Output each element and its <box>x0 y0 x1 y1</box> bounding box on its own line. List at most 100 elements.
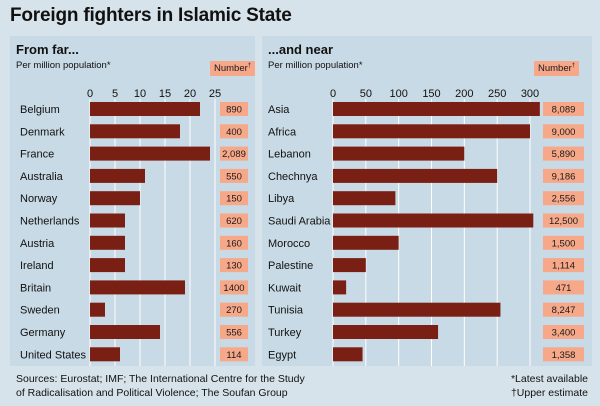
left-bar <box>90 146 210 161</box>
right-number-value: 12,500 <box>549 216 578 227</box>
left-tick-label: 15 <box>159 88 171 100</box>
left-number-value: 1400 <box>223 283 244 294</box>
right-category-label: Morocco <box>268 238 310 250</box>
right-number-badge <box>543 213 584 228</box>
left-number-header: Number† <box>210 61 256 77</box>
left-number-badge <box>220 146 248 161</box>
left-number-badge <box>220 213 248 228</box>
right-number-value: 8,089 <box>552 105 576 116</box>
left-number-value: 114 <box>226 350 241 361</box>
right-tick-label: 150 <box>422 88 440 100</box>
right-number-value: 471 <box>556 283 572 294</box>
right-category-label: Turkey <box>268 327 302 339</box>
left-category-label: United States <box>20 349 87 361</box>
right-number-value: 1,114 <box>552 261 575 272</box>
left-number-value: 620 <box>226 216 242 227</box>
right-bar <box>333 102 540 116</box>
right-category-label: Chechnya <box>268 171 318 183</box>
right-tick-label: 250 <box>488 88 506 100</box>
right-tick-label: 100 <box>389 88 407 100</box>
right-number-value: 2,556 <box>552 194 576 205</box>
right-bar <box>333 191 396 206</box>
right-number-value: 1,358 <box>552 350 576 361</box>
right-bar <box>333 235 399 250</box>
right-bar <box>333 325 439 339</box>
right-number-badge <box>543 258 584 273</box>
right-number-mark: † <box>571 63 576 69</box>
right-number-badge <box>543 235 584 250</box>
left-bar <box>90 235 125 250</box>
left-bar <box>90 325 160 339</box>
right-category-label: Lebanon <box>268 149 311 161</box>
left-tick-label: 0 <box>87 88 93 100</box>
right-tick-label: 0 <box>330 88 336 100</box>
right-panel-subtitle: Per million population* <box>268 60 363 71</box>
left-category-label: Netherlands <box>20 216 80 228</box>
left-bar <box>90 191 140 206</box>
right-bar <box>333 168 498 183</box>
left-tick-label: 10 <box>134 88 146 100</box>
right-number-value: 3,400 <box>552 328 576 339</box>
right-number-value: 9,000 <box>552 127 576 138</box>
left-panel-subtitle: Per million population* <box>16 60 111 71</box>
right-number-badge <box>543 102 584 116</box>
footnotes: *Latest available †Upper estimate <box>511 372 588 400</box>
left-number-value: 160 <box>226 238 242 249</box>
left-bar <box>90 302 105 317</box>
left-number-badge <box>220 102 248 116</box>
right-number-badge <box>543 280 584 295</box>
right-category-label: Africa <box>268 126 297 138</box>
right-number-header: Number† <box>534 61 580 77</box>
left-number-value: 550 <box>226 171 242 182</box>
left-category-label: Norway <box>20 193 58 205</box>
right-number-badge <box>543 146 584 161</box>
source-note: Sources: Eurostat; IMF; The Internationa… <box>16 372 305 400</box>
left-bar <box>90 347 120 362</box>
right-bar <box>333 347 363 362</box>
left-bar <box>90 168 145 183</box>
right-tick-label: 200 <box>455 88 473 100</box>
left-number-value: 130 <box>226 261 242 272</box>
left-number-value: 270 <box>226 305 242 316</box>
left-number-badge <box>220 347 248 362</box>
right-category-label: Kuwait <box>268 282 301 294</box>
right-number-badge <box>543 191 584 206</box>
right-bar <box>333 213 534 228</box>
right-category-label: Libya <box>268 193 295 205</box>
right-category-label: Tunisia <box>268 305 304 317</box>
right-category-label: Asia <box>268 104 290 116</box>
left-category-label: Austria <box>20 238 55 250</box>
left-number-badge <box>220 258 248 273</box>
left-category-label: Germany <box>20 327 66 339</box>
left-tick-label: 5 <box>112 88 118 100</box>
left-number-value: 556 <box>226 328 242 339</box>
right-number-value: 5,890 <box>552 149 576 160</box>
footnote-latest: *Latest available <box>510 373 588 385</box>
left-number-badge <box>220 124 248 139</box>
right-number-value: 8,247 <box>552 305 576 316</box>
right-number-value: 9,186 <box>552 171 576 182</box>
right-bar <box>333 258 366 273</box>
left-number-badge <box>220 325 248 339</box>
left-category-label: Sweden <box>20 305 60 317</box>
left-category-label: Britain <box>20 282 51 294</box>
left-bar <box>90 124 180 139</box>
chart-title: Foreign fighters in Islamic State <box>10 5 292 26</box>
right-number-label: Number <box>538 63 572 75</box>
left-category-label: Belgium <box>20 104 60 116</box>
source-line-2: of Radicalisation and Political Violence… <box>16 387 288 399</box>
left-number-value: 890 <box>226 105 242 116</box>
left-number-badge <box>220 191 248 206</box>
left-number-value: 2,089 <box>222 149 246 160</box>
right-number-badge <box>543 302 584 317</box>
right-bar <box>333 146 465 161</box>
left-tick-label: 20 <box>184 88 196 100</box>
left-tick-label: 25 <box>209 88 221 100</box>
left-category-label: Australia <box>20 171 64 183</box>
left-number-value: 400 <box>226 127 242 138</box>
left-bar <box>90 280 185 295</box>
left-bar <box>90 258 125 273</box>
left-number-mark: † <box>247 63 252 69</box>
